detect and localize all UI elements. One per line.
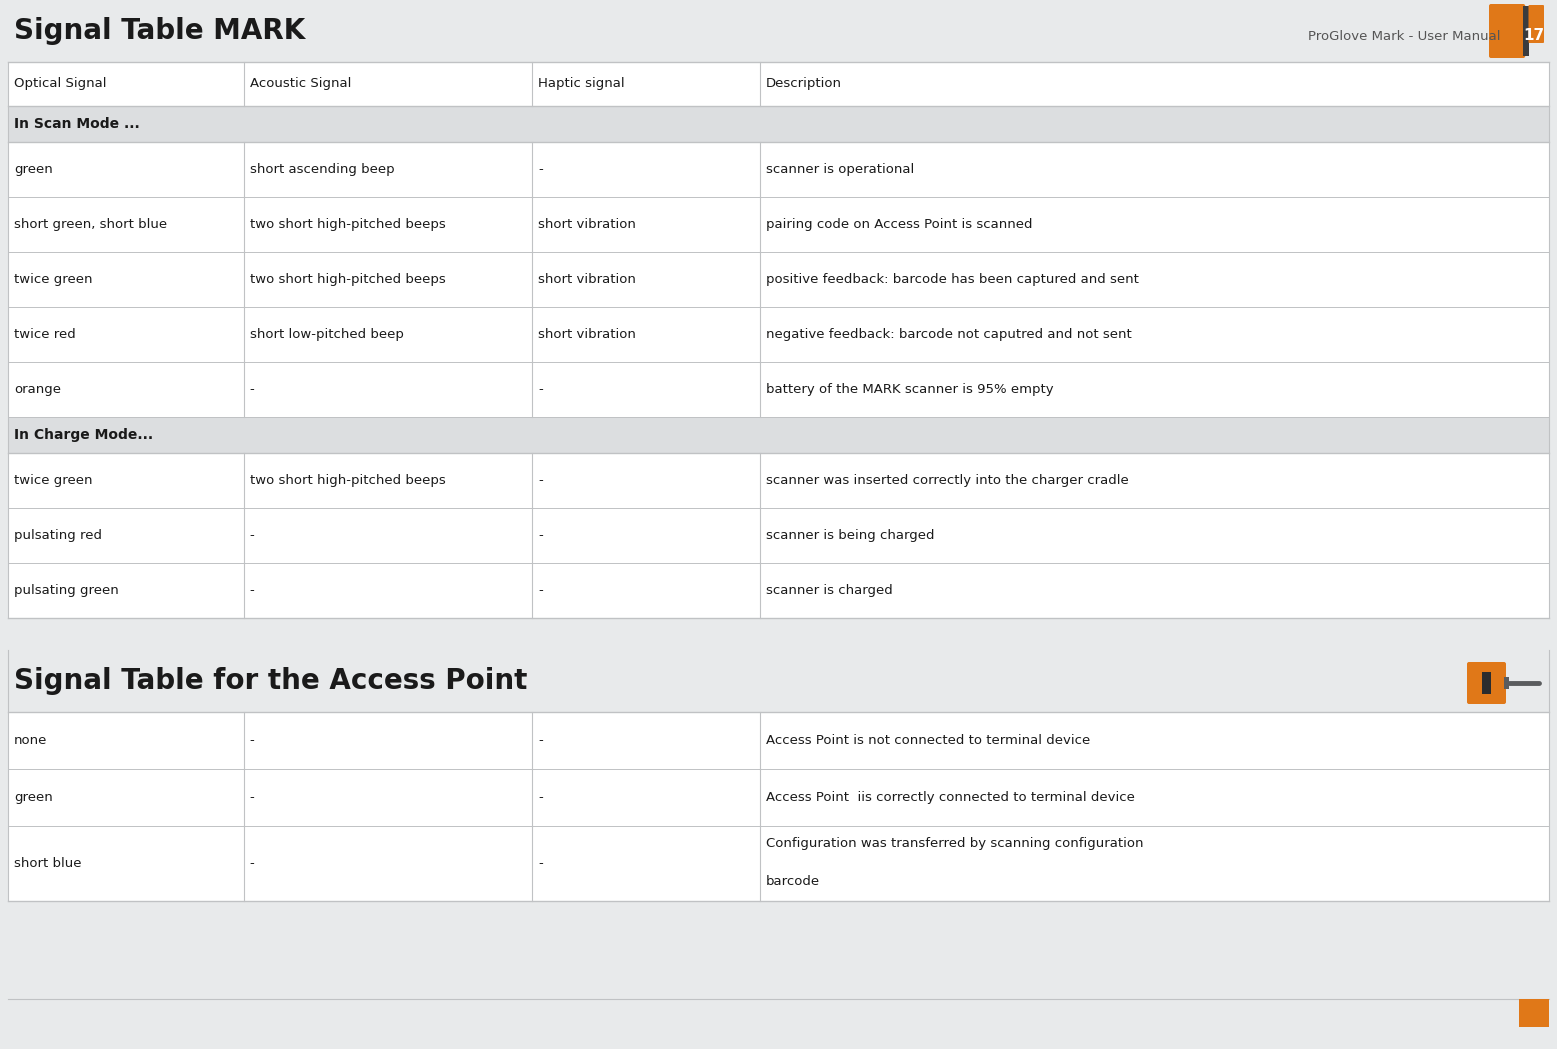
Text: -: - — [249, 734, 254, 747]
Bar — [1523, 6, 1529, 56]
Text: twice red: twice red — [14, 328, 76, 341]
Text: -: - — [249, 857, 254, 870]
Text: short vibration: short vibration — [537, 273, 635, 286]
Text: twice green: twice green — [14, 474, 92, 487]
Text: short ascending beep: short ascending beep — [249, 163, 394, 176]
Text: -: - — [249, 529, 254, 542]
Bar — [8, 0, 1549, 62]
Text: -: - — [537, 474, 543, 487]
FancyBboxPatch shape — [1467, 662, 1506, 704]
Text: Description: Description — [766, 78, 842, 90]
Text: -: - — [537, 529, 543, 542]
Bar — [8, 252, 1549, 307]
Text: Signal Table for the Access Point: Signal Table for the Access Point — [14, 667, 528, 695]
Text: scanner is operational: scanner is operational — [766, 163, 914, 176]
Bar — [8, 62, 1549, 106]
Text: -: - — [537, 163, 543, 176]
Bar — [8, 142, 1549, 197]
Text: two short high-pitched beeps: two short high-pitched beeps — [249, 273, 445, 286]
Bar — [8, 712, 1549, 769]
Bar — [8, 362, 1549, 418]
Bar — [8, 563, 1549, 618]
Text: two short high-pitched beeps: two short high-pitched beeps — [249, 218, 445, 231]
Text: none: none — [14, 734, 47, 747]
Text: In Scan Mode ...: In Scan Mode ... — [14, 117, 140, 131]
Text: Signal Table MARK: Signal Table MARK — [14, 17, 305, 45]
Text: scanner was inserted correctly into the charger cradle: scanner was inserted correctly into the … — [766, 474, 1129, 487]
Text: Optical Signal: Optical Signal — [14, 78, 106, 90]
Text: Access Point is not connected to terminal device: Access Point is not connected to termina… — [766, 734, 1090, 747]
Text: In Charge Mode...: In Charge Mode... — [14, 428, 153, 442]
Text: scanner is being charged: scanner is being charged — [766, 529, 934, 542]
Text: green: green — [14, 791, 53, 804]
Text: -: - — [249, 383, 254, 397]
Text: Access Point  iis correctly connected to terminal device: Access Point iis correctly connected to … — [766, 791, 1135, 804]
Text: Configuration was transferred by scanning configuration: Configuration was transferred by scannin… — [766, 837, 1143, 851]
Text: twice green: twice green — [14, 273, 92, 286]
Bar — [8, 106, 1549, 142]
Text: negative feedback: barcode not caputred and not sent: negative feedback: barcode not caputred … — [766, 328, 1132, 341]
Text: -: - — [249, 791, 254, 804]
Text: short vibration: short vibration — [537, 218, 635, 231]
Bar — [8, 508, 1549, 563]
Text: -: - — [537, 584, 543, 597]
Text: green: green — [14, 163, 53, 176]
Text: scanner is charged: scanner is charged — [766, 584, 892, 597]
Bar — [0, 618, 1557, 650]
Text: Haptic signal: Haptic signal — [537, 78, 624, 90]
Text: short vibration: short vibration — [537, 328, 635, 341]
Text: barcode: barcode — [766, 875, 821, 887]
FancyBboxPatch shape — [1529, 5, 1545, 43]
Text: short low-pitched beep: short low-pitched beep — [249, 328, 403, 341]
Bar — [8, 453, 1549, 508]
Text: positive feedback: barcode has been captured and sent: positive feedback: barcode has been capt… — [766, 273, 1138, 286]
Text: battery of the MARK scanner is 95% empty: battery of the MARK scanner is 95% empty — [766, 383, 1054, 397]
Text: pairing code on Access Point is scanned: pairing code on Access Point is scanned — [766, 218, 1032, 231]
Text: pulsating green: pulsating green — [14, 584, 118, 597]
Text: two short high-pitched beeps: two short high-pitched beeps — [249, 474, 445, 487]
Text: ProGlove Mark - User Manual: ProGlove Mark - User Manual — [1308, 29, 1501, 43]
Text: orange: orange — [14, 383, 61, 397]
Text: -: - — [249, 584, 254, 597]
Bar — [1504, 678, 1509, 689]
Bar — [8, 418, 1549, 453]
Text: Acoustic Signal: Acoustic Signal — [249, 78, 352, 90]
Text: -: - — [537, 734, 543, 747]
Bar — [8, 769, 1549, 826]
Bar — [8, 197, 1549, 252]
Text: pulsating red: pulsating red — [14, 529, 103, 542]
Text: -: - — [537, 791, 543, 804]
Text: 17: 17 — [1523, 28, 1545, 43]
FancyBboxPatch shape — [1488, 4, 1526, 58]
Text: -: - — [537, 857, 543, 870]
Text: -: - — [537, 383, 543, 397]
Bar — [8, 826, 1549, 901]
Bar — [8, 650, 1549, 712]
Bar — [1482, 671, 1492, 694]
Text: short blue: short blue — [14, 857, 81, 870]
Bar — [8, 307, 1549, 362]
Text: short green, short blue: short green, short blue — [14, 218, 167, 231]
Bar — [1520, 999, 1549, 1027]
